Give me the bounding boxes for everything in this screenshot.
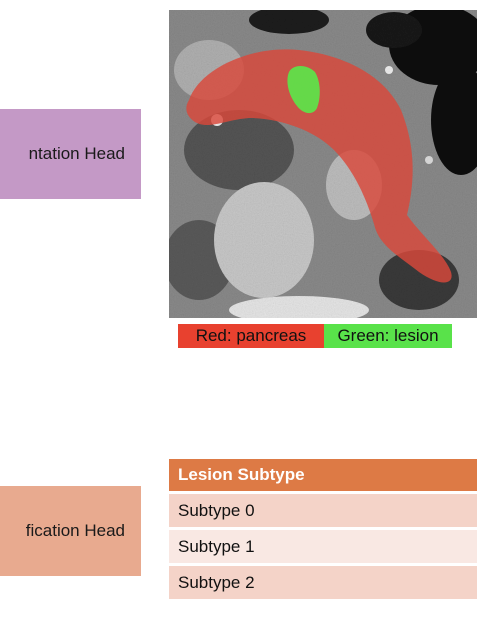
segmentation-head-label: ntation Head [28, 144, 125, 163]
subtype-table-header: Lesion Subtype [169, 459, 477, 491]
legend-pancreas-label: Red: pancreas [195, 326, 307, 345]
legend-pancreas: Red: pancreas [178, 324, 324, 348]
subtype-row-label: Subtype 1 [178, 536, 255, 556]
classification-head-label: fication Head [25, 521, 125, 540]
classification-head-box: fication Head [0, 486, 141, 576]
subtype-row: Subtype 1 [169, 530, 477, 563]
subtype-row-label: Subtype 0 [178, 500, 255, 520]
segmentation-head-box: ntation Head [0, 109, 141, 199]
subtype-table-header-label: Lesion Subtype [178, 465, 305, 484]
subtype-row-label: Subtype 2 [178, 572, 255, 592]
subtype-row: Subtype 2 [169, 566, 477, 599]
ct-scan-image [169, 10, 477, 318]
subtype-row: Subtype 0 [169, 494, 477, 527]
lesion-overlay [287, 66, 320, 114]
legend-lesion: Green: lesion [324, 324, 452, 348]
legend-lesion-label: Green: lesion [337, 326, 439, 345]
pancreas-overlay [186, 49, 452, 283]
